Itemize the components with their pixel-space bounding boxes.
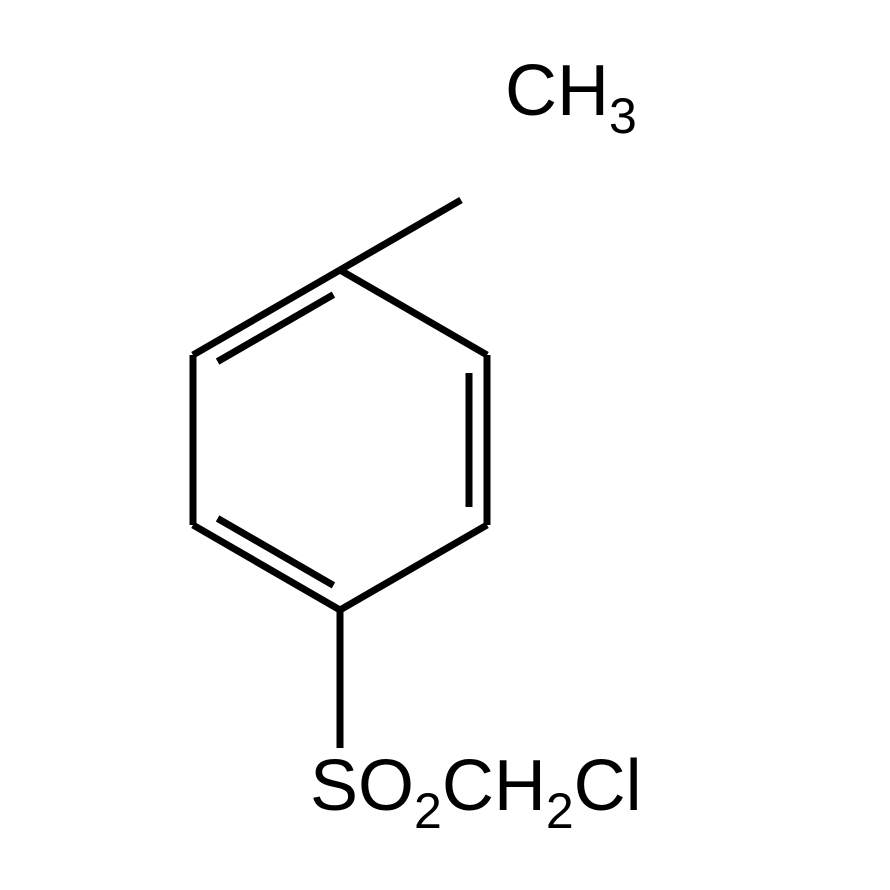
atom-ch3-main: CH: [505, 51, 609, 131]
atom-ch3-sub: 3: [609, 88, 637, 144]
atom-labels: CH3 SO2CH2Cl: [310, 51, 642, 839]
chemical-structure-diagram: CH3 SO2CH2Cl: [0, 0, 890, 890]
bonds: [193, 200, 487, 748]
label-so2ch2cl: SO2CH2Cl: [310, 746, 642, 839]
label-ch3: CH3: [505, 51, 637, 144]
